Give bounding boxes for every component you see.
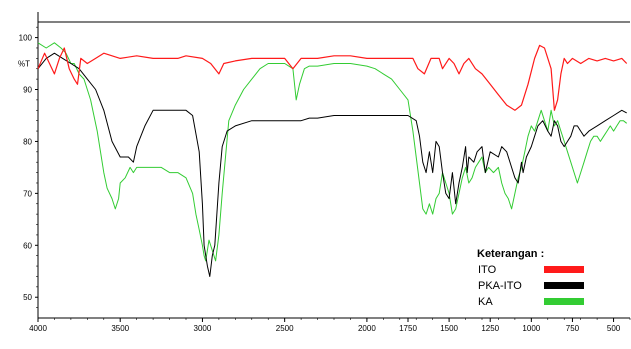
x-tick-label: 1750 (399, 324, 417, 333)
x-tick-label: 750 (566, 324, 580, 333)
legend-label: ITO (478, 264, 497, 276)
x-tick-label: 1500 (440, 324, 458, 333)
legend-title: Keterangan : (477, 248, 544, 260)
legend-items: ITO PKA-ITO KA (478, 264, 584, 308)
y-tick-label: 60 (23, 241, 32, 250)
legend-swatch (544, 266, 584, 273)
legend-swatch (544, 298, 584, 305)
legend-label: KA (478, 296, 493, 308)
y-tick-label: 80 (23, 137, 32, 146)
y-unit-label: %T (18, 60, 30, 69)
y-axis: 100 90 80 70 60 50 (19, 26, 38, 308)
legend: Keterangan : ITO PKA-ITO KA (477, 248, 584, 308)
x-tick-label: 2000 (358, 324, 376, 333)
x-tick-label: 3500 (111, 324, 129, 333)
y-tick-label: 50 (23, 293, 32, 302)
x-tick-label: 1250 (481, 324, 499, 333)
series-line-ka (37, 42, 628, 262)
legend-label: PKA-ITO (478, 280, 522, 292)
series-line-ito (37, 44, 628, 111)
y-tick-label: 100 (19, 34, 33, 43)
x-tick-label: 3000 (194, 324, 212, 333)
x-axis: 4000 3500 3000 2500 2000 1750 1500 1250 1000 750 5… (29, 318, 631, 333)
series-line-pka-ito (37, 52, 627, 277)
series-layer (37, 42, 628, 277)
y-tick-label: 90 (23, 86, 32, 95)
x-tick-label: 1000 (522, 324, 540, 333)
x-tick-label: 4000 (29, 324, 47, 333)
legend-swatch (544, 282, 584, 289)
x-tick-label: 2500 (276, 324, 294, 333)
x-tick-label: 500 (607, 324, 621, 333)
y-tick-label: 70 (23, 189, 32, 198)
